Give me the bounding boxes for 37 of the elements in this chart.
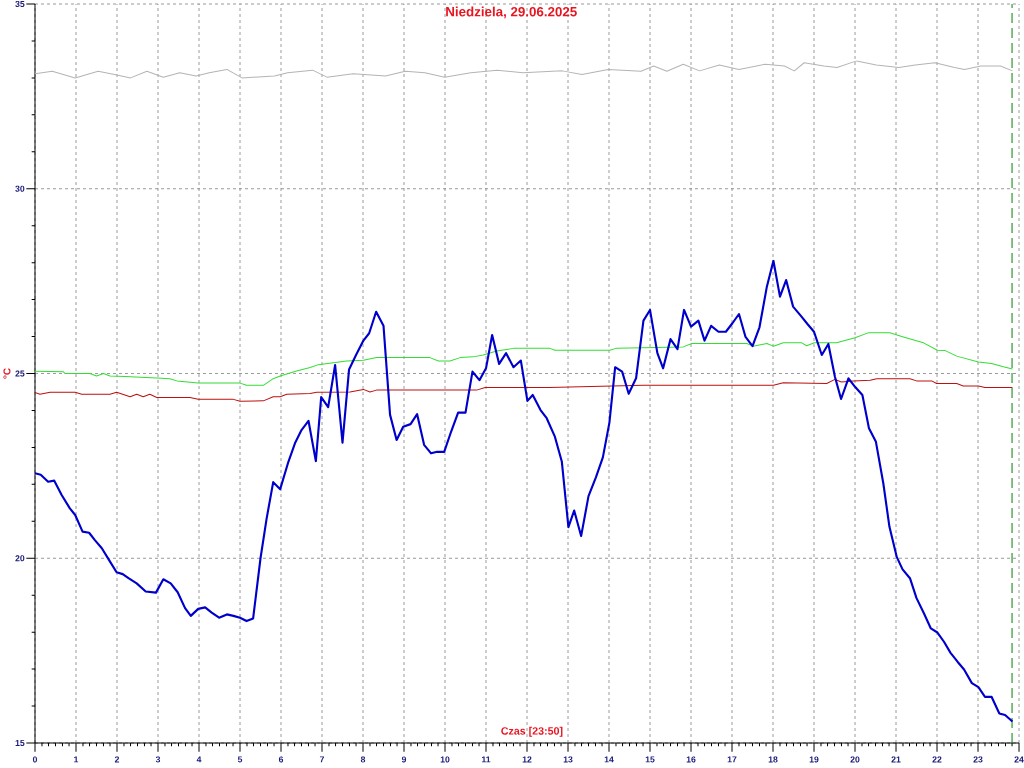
x-tick-label: 17 xyxy=(727,756,737,763)
x-tick-label: 5 xyxy=(237,756,243,763)
x-tick-label: 21 xyxy=(891,756,901,763)
chart-title: Niedziela, 29.06.2025 xyxy=(446,6,577,19)
x-tick-label: 15 xyxy=(645,756,655,763)
x-tick-label: 7 xyxy=(319,756,325,763)
y-tick-label: 15 xyxy=(15,739,25,747)
y-tick-label: 30 xyxy=(15,185,25,192)
x-tick-label: 3 xyxy=(155,756,161,763)
x-tick-label: 23 xyxy=(973,756,983,763)
x-tick-label: 9 xyxy=(401,756,407,763)
x-tick-label: 10 xyxy=(440,756,450,763)
x-tick-label: 20 xyxy=(850,756,860,763)
x-tick-label: 13 xyxy=(563,756,573,763)
x-tick-label: 24 xyxy=(1014,756,1024,763)
y-tick-label: 20 xyxy=(15,555,25,562)
x-tick-label: 0 xyxy=(32,756,38,763)
line-series xyxy=(35,378,1013,402)
line-series xyxy=(35,60,1013,79)
x-tick-label: 12 xyxy=(522,756,532,763)
x-tick-label: 22 xyxy=(932,756,942,763)
x-tick-label: 14 xyxy=(604,756,614,763)
x-tick-label: 19 xyxy=(809,756,819,763)
y-axis-title: °C xyxy=(3,368,11,379)
x-tick-label: 2 xyxy=(114,756,120,763)
y-tick-label: 35 xyxy=(15,0,25,8)
x-tick-label: 11 xyxy=(481,756,491,763)
x-tick-label: 16 xyxy=(686,756,696,763)
line-series xyxy=(35,332,1013,386)
x-tick-label: 6 xyxy=(278,756,284,763)
line-series xyxy=(35,259,1014,723)
x-tick-label: 18 xyxy=(768,756,778,763)
x-tick-label: 8 xyxy=(360,756,366,763)
x-tick-label: 1 xyxy=(74,756,79,763)
x-axis-title: Czas [23:50] xyxy=(501,726,563,737)
x-tick-label: 4 xyxy=(196,756,202,763)
y-tick-label: 25 xyxy=(15,370,25,377)
